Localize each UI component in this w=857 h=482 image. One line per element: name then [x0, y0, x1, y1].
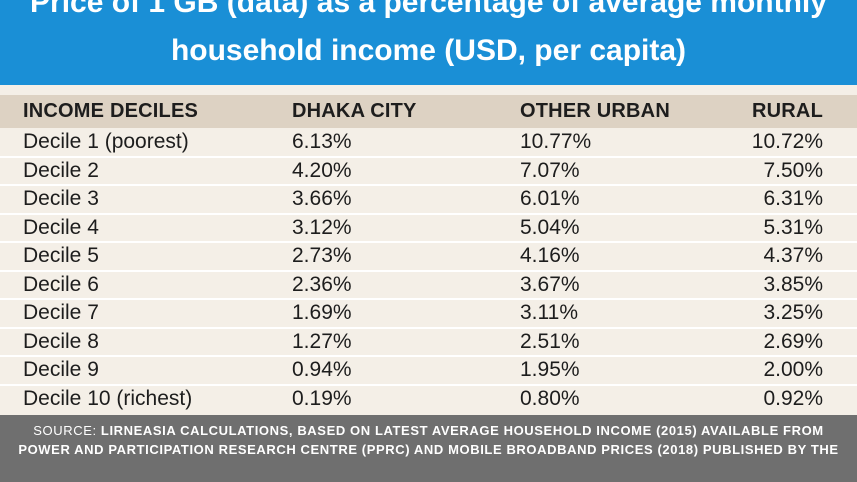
rural-value: 2.69%	[763, 329, 823, 353]
row-divider	[0, 383, 857, 386]
dhaka-city-value: 6.13%	[292, 130, 352, 153]
row-divider	[0, 269, 857, 272]
dhaka-city-value: 2.36%	[292, 272, 352, 296]
dhaka-city-value: 0.19%	[292, 386, 352, 410]
decile-label: Decile 8	[23, 329, 99, 353]
rural-value: 2.00%	[763, 358, 823, 381]
decile-label: Decile 3	[23, 187, 99, 210]
header-income-deciles: INCOME DECILES	[23, 100, 199, 122]
other-urban-value: 1.95%	[520, 358, 580, 381]
decile-label: Decile 2	[23, 158, 99, 182]
decile-label: Decile 10 (richest)	[23, 386, 193, 410]
decile-label: Decile 6	[23, 272, 99, 296]
other-urban-value: 2.51%	[520, 329, 580, 353]
dhaka-city-value: 3.66%	[292, 187, 352, 210]
title-bar: Price of 1 GB (data) as a percentage of …	[0, 0, 857, 85]
header-rural: RURAL	[752, 100, 823, 122]
decile-label: Decile 5	[23, 244, 99, 267]
row-divider	[0, 184, 857, 186]
other-urban-value: 3.67%	[520, 272, 580, 296]
row-divider	[0, 355, 857, 357]
other-urban-value: 10.77%	[520, 130, 592, 153]
source-label: SOURCE:	[33, 423, 97, 438]
source-note: SOURCE: LIRNEASIA CALCULATIONS, BASED ON…	[12, 421, 845, 459]
rural-value: 5.31%	[763, 215, 823, 239]
source-text: LIRNEASIA CALCULATIONS, BASED ON LATEST …	[18, 423, 839, 457]
header-dhaka-city: DHAKA CITY	[292, 100, 417, 122]
other-urban-value: 4.16%	[520, 244, 580, 267]
dhaka-city-value: 1.27%	[292, 329, 352, 353]
decile-label: Decile 9	[23, 358, 99, 381]
decile-label: Decile 1 (poorest)	[23, 130, 189, 153]
other-urban-value: 7.07%	[520, 158, 580, 182]
rural-value: 6.31%	[763, 187, 823, 210]
rural-value: 0.92%	[763, 386, 823, 410]
other-urban-value: 3.11%	[520, 301, 578, 324]
title-line-1: Price of 1 GB (data) as a percentage of …	[30, 0, 827, 19]
row-divider	[0, 326, 857, 329]
decile-label: Decile 7	[23, 301, 99, 324]
row-divider	[0, 155, 857, 158]
table-header-row: INCOME DECILES DHAKA CITY OTHER URBAN RU…	[0, 95, 857, 128]
dhaka-city-value: 1.69%	[292, 301, 352, 324]
dhaka-city-value: 3.12%	[292, 215, 352, 239]
rural-value: 10.72%	[751, 130, 823, 153]
header-other-urban: OTHER URBAN	[520, 100, 670, 122]
decile-label: Decile 4	[23, 215, 99, 239]
rural-value: 3.25%	[763, 301, 823, 324]
source-bar: SOURCE: LIRNEASIA CALCULATIONS, BASED ON…	[0, 415, 857, 482]
dhaka-city-value: 2.73%	[292, 244, 352, 267]
row-divider	[0, 241, 857, 243]
rural-value: 4.37%	[763, 244, 823, 267]
other-urban-value: 5.04%	[520, 215, 580, 239]
other-urban-value: 6.01%	[520, 187, 580, 210]
dhaka-city-value: 4.20%	[292, 158, 352, 182]
data-table: INCOME DECILES DHAKA CITY OTHER URBAN RU…	[0, 85, 857, 415]
rural-value: 7.50%	[763, 158, 823, 182]
rural-value: 3.85%	[763, 272, 823, 296]
row-divider	[0, 212, 857, 215]
title-line-2: household income (USD, per capita)	[170, 34, 687, 67]
dhaka-city-value: 0.94%	[292, 358, 352, 381]
other-urban-value: 0.80%	[520, 386, 580, 410]
row-divider	[0, 298, 857, 300]
